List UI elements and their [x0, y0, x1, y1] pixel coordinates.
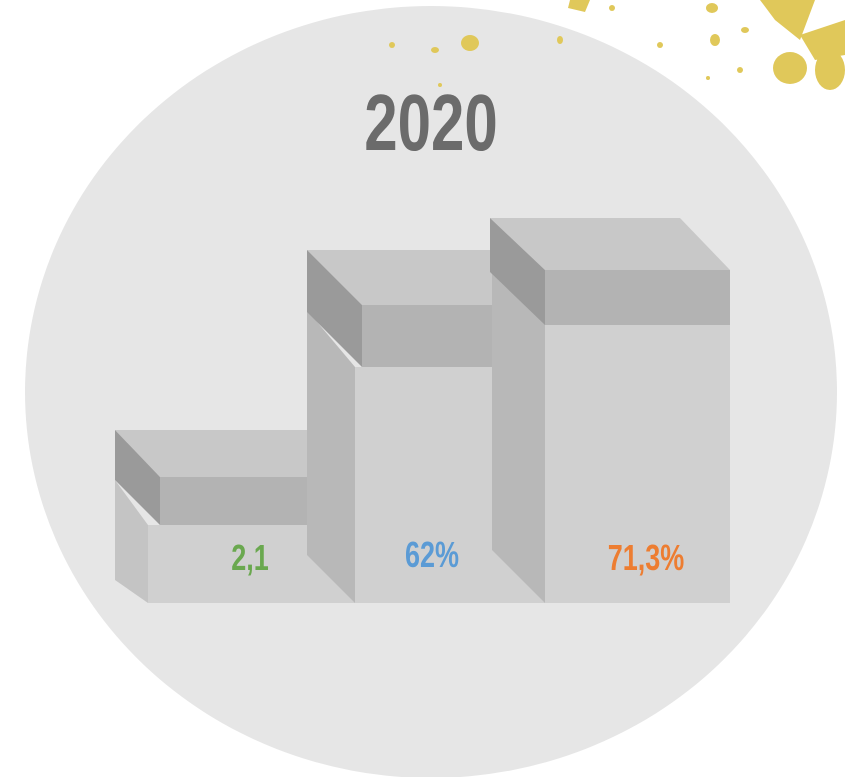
- item-label: 2,1: [231, 537, 269, 578]
- confetti: [389, 0, 845, 90]
- title: 2020: [364, 78, 497, 167]
- item-label: 62%: [405, 534, 459, 575]
- box-3: [490, 218, 730, 603]
- item-label: 71,3%: [608, 537, 685, 578]
